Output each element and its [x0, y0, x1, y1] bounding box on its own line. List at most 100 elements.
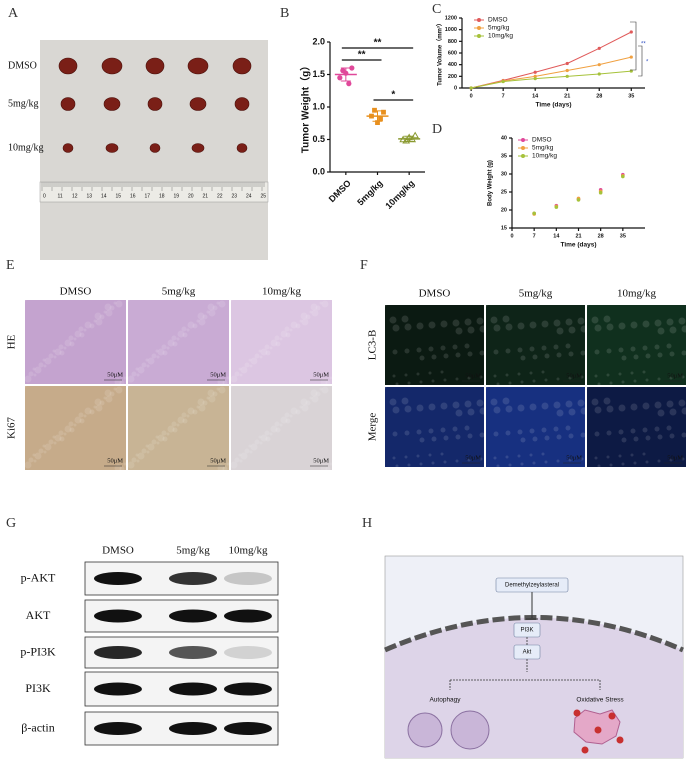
point: [621, 174, 625, 179]
x-tick-label: 14: [553, 233, 560, 239]
ruler-label: 14: [101, 193, 107, 199]
texture: [285, 418, 291, 424]
y-tick-label: 1.5: [312, 69, 325, 79]
texture: [42, 444, 46, 448]
texture: [505, 348, 511, 354]
texture: [389, 316, 397, 324]
texture: [197, 398, 205, 406]
texture: [517, 322, 525, 330]
texture: [192, 323, 198, 329]
texture: [145, 444, 149, 448]
texture: [594, 456, 598, 460]
point: [532, 211, 536, 216]
texture: [181, 412, 187, 418]
texture: [206, 310, 210, 314]
node-label: Oxidative Stress: [576, 697, 624, 704]
texture: [59, 350, 65, 356]
texture: [234, 371, 240, 377]
texture: [493, 456, 497, 460]
texture: [109, 391, 115, 397]
texture: [455, 409, 463, 417]
texture: [416, 454, 420, 458]
point: [533, 74, 537, 78]
texture: [630, 346, 636, 352]
tumor: [103, 97, 121, 111]
texture: [556, 352, 562, 358]
texture: [505, 455, 509, 459]
texture: [43, 364, 47, 368]
ruler-label: 11: [58, 193, 63, 199]
tumor: [147, 97, 163, 111]
texture: [198, 318, 206, 326]
legend-marker: [477, 34, 481, 38]
texture: [440, 452, 444, 456]
texture: [156, 355, 160, 359]
texture: [24, 461, 32, 469]
y-tick-label: 40: [501, 135, 507, 141]
texture: [202, 400, 208, 406]
error-bar: [340, 67, 351, 82]
texture: [48, 353, 54, 359]
texture: [544, 353, 550, 359]
texture: [621, 437, 627, 443]
texture: [212, 391, 218, 397]
texture: [249, 450, 253, 454]
texture: [645, 353, 651, 359]
legend-marker: [521, 138, 525, 142]
texture: [585, 385, 589, 389]
row-label: DMSO: [8, 60, 37, 71]
texture: [428, 371, 432, 375]
band: [169, 682, 217, 696]
texture: [198, 404, 206, 412]
texture: [591, 316, 599, 324]
texture: [404, 348, 410, 354]
texture: [565, 425, 571, 431]
texture: [320, 464, 328, 472]
texture: [83, 414, 87, 418]
texture: [464, 318, 472, 326]
texture: [217, 464, 225, 472]
texture: [58, 430, 64, 436]
column-label: 5mg/kg: [162, 286, 196, 298]
texture: [416, 372, 420, 376]
row-label: Ki67: [6, 417, 18, 440]
texture: [517, 429, 523, 435]
tumor: [189, 97, 207, 111]
ruler-label: 25: [261, 193, 267, 199]
texture: [431, 461, 435, 465]
texture: [325, 380, 331, 386]
point: [349, 65, 355, 71]
texture: [34, 366, 42, 374]
texture: [42, 358, 46, 362]
texture: [197, 312, 205, 320]
texture: [265, 436, 271, 442]
texture: [484, 303, 488, 307]
texture: [642, 370, 646, 374]
y-axis-label: Body Weight (g): [488, 160, 494, 206]
legend-marker: [477, 26, 481, 30]
panel-label: B: [280, 6, 289, 21]
texture: [105, 309, 113, 317]
texture: [455, 352, 461, 358]
texture: [591, 398, 599, 406]
ruler-label: 19: [174, 193, 180, 199]
x-axis-label: Time (days): [560, 242, 596, 249]
column-label: DMSO: [102, 545, 134, 557]
texture: [254, 439, 260, 445]
texture: [95, 318, 103, 326]
ruler-label: 15: [116, 193, 122, 199]
texture: [64, 339, 72, 347]
point: [469, 86, 473, 90]
texture: [249, 364, 253, 368]
y-tick-label: 200: [448, 74, 457, 80]
texture: [681, 375, 685, 379]
ros: [608, 712, 616, 720]
texture: [166, 346, 170, 350]
texture: [244, 448, 250, 454]
texture: [38, 448, 44, 454]
texture: [161, 430, 167, 436]
texture: [84, 407, 92, 415]
texture: [69, 427, 75, 433]
texture: [467, 376, 471, 380]
panel-label: G: [6, 516, 16, 531]
